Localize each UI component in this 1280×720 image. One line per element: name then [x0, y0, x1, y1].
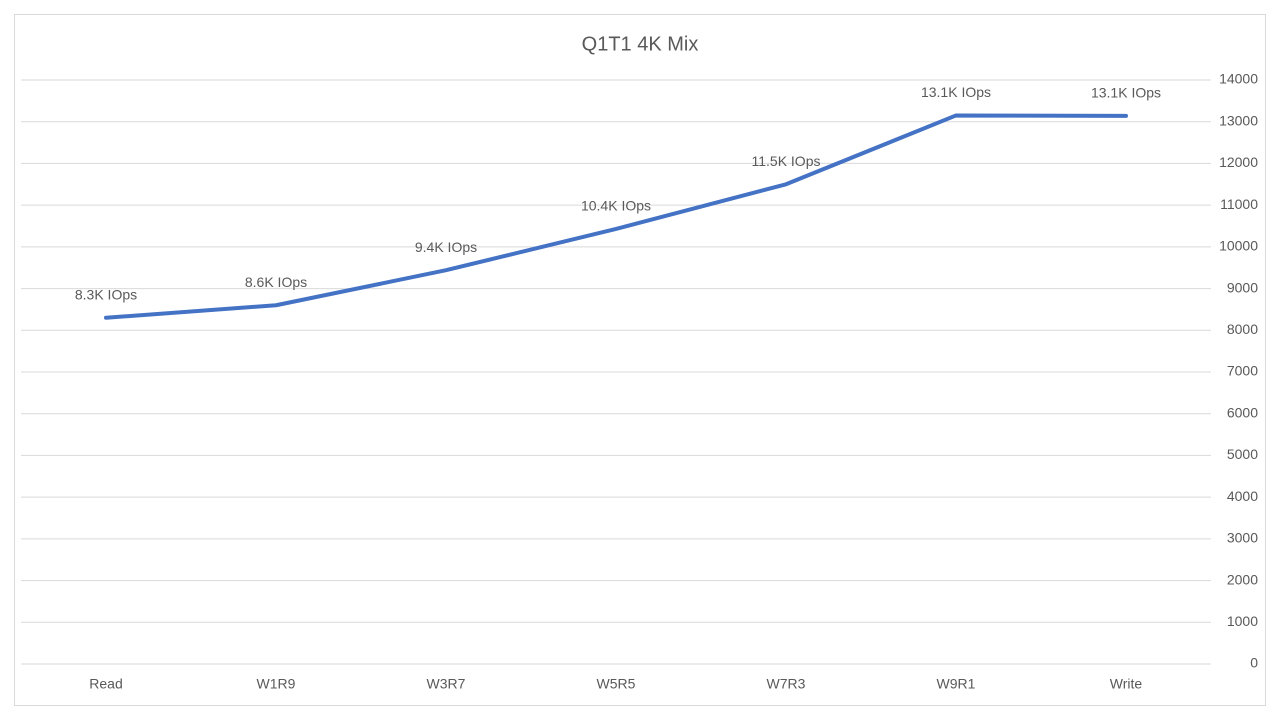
- data-label: 10.4K IOps: [581, 198, 651, 214]
- y-tick-label: 4000: [1227, 488, 1258, 504]
- y-tick-label: 3000: [1227, 530, 1258, 546]
- y-tick-label: 9000: [1227, 279, 1258, 295]
- y-tick-label: 1000: [1227, 613, 1258, 629]
- y-tick-label: 5000: [1227, 446, 1258, 462]
- y-tick-label: 2000: [1227, 571, 1258, 587]
- x-tick-label: W1R9: [257, 676, 296, 692]
- x-tick-label: W5R5: [597, 676, 636, 692]
- y-tick-label: 8000: [1227, 321, 1258, 337]
- y-tick-label: 11000: [1220, 196, 1258, 212]
- x-tick-label: W9R1: [937, 676, 976, 692]
- y-tick-label: 7000: [1227, 363, 1258, 379]
- x-tick-label: W7R3: [767, 676, 806, 692]
- data-label: 11.5K IOps: [751, 153, 820, 169]
- y-tick-label: 14000: [1219, 71, 1258, 87]
- x-tick-label: Write: [1110, 676, 1143, 692]
- chart-title: Q1T1 4K Mix: [582, 33, 699, 55]
- y-tick-label: 0: [1250, 655, 1258, 671]
- x-tick-label: W3R7: [427, 676, 466, 692]
- chart-border: [14, 14, 1266, 706]
- y-tick-label: 13000: [1219, 112, 1258, 128]
- y-tick-label: 12000: [1219, 154, 1258, 170]
- data-label: 8.3K IOps: [75, 286, 137, 302]
- y-tick-label: 6000: [1227, 404, 1258, 420]
- x-tick-label: Read: [89, 676, 122, 692]
- data-label: 13.1K IOps: [921, 84, 991, 100]
- data-label: 8.6K IOps: [245, 274, 307, 290]
- data-label: 9.4K IOps: [415, 239, 477, 255]
- y-tick-label: 10000: [1219, 238, 1258, 254]
- data-label: 13.1K IOps: [1091, 85, 1161, 101]
- line: [104, 113, 1128, 320]
